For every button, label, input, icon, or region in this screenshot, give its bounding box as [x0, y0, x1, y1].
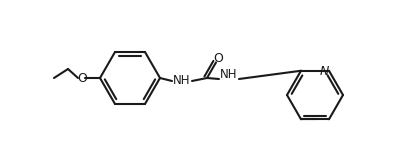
Text: NH: NH [173, 75, 191, 87]
Text: O: O [77, 72, 87, 84]
Text: N: N [319, 65, 329, 78]
Text: O: O [213, 52, 223, 65]
Text: NH: NH [220, 69, 238, 81]
